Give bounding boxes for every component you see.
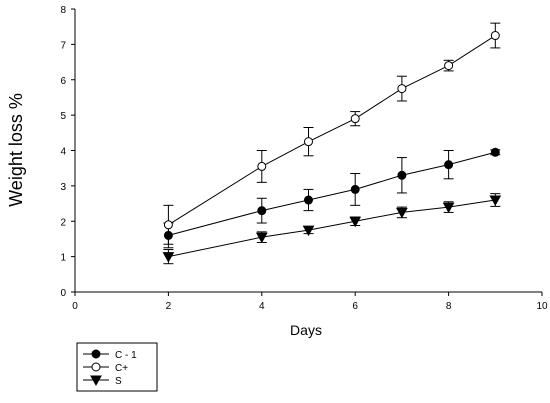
data-point [304,137,313,147]
data-point [162,252,175,263]
x-tick-label: 2 [166,301,172,312]
x-axis-title: Days [290,322,322,338]
series-2 [163,22,501,245]
x-tick-label: 4 [259,301,265,312]
data-point [255,232,268,244]
data-point [397,170,407,180]
legend-label: C - 1 [115,350,137,361]
legend-marker [91,362,101,372]
data-point [489,195,502,207]
data-point [349,216,362,228]
series-1 [163,147,501,249]
series-3 [162,193,502,265]
y-tick-label: 8 [60,5,66,16]
data-point [304,195,313,205]
y-tick-label: 1 [60,253,66,264]
data-point [257,161,267,171]
plot-area: 0 2 4 6 8 10 0 1 2 3 4 5 6 7 8 [60,5,548,312]
legend-label: C+ [115,363,128,374]
y-tick-label: 2 [60,217,66,228]
y-tick-label: 3 [60,182,66,193]
legend-marker [91,349,101,359]
data-point [490,31,500,41]
x-tick-label: 6 [352,301,358,312]
y-tick-label: 7 [60,40,66,51]
data-point [350,184,360,194]
data-point [490,147,500,157]
data-point [444,61,454,71]
data-point [163,220,173,230]
data-point [257,206,267,216]
x-tick-label: 10 [536,301,548,312]
data-point [302,225,315,237]
data-point [350,114,360,124]
y-tick-label: 4 [60,147,66,158]
y-tick-label: 6 [60,76,66,87]
data-point [397,84,407,94]
legend-label: S [115,376,122,387]
data-point [442,202,455,214]
y-tick-label: 5 [60,111,66,122]
y-axis-title: Weight loss % [6,93,26,207]
data-point [396,207,408,219]
x-tick-label: 8 [446,301,452,312]
x-tick-label: 0 [72,301,78,312]
legend-marker [90,375,102,387]
y-tick-label: 0 [60,288,66,299]
data-point [444,160,454,170]
legend: C - 1 C+ S [76,342,158,392]
